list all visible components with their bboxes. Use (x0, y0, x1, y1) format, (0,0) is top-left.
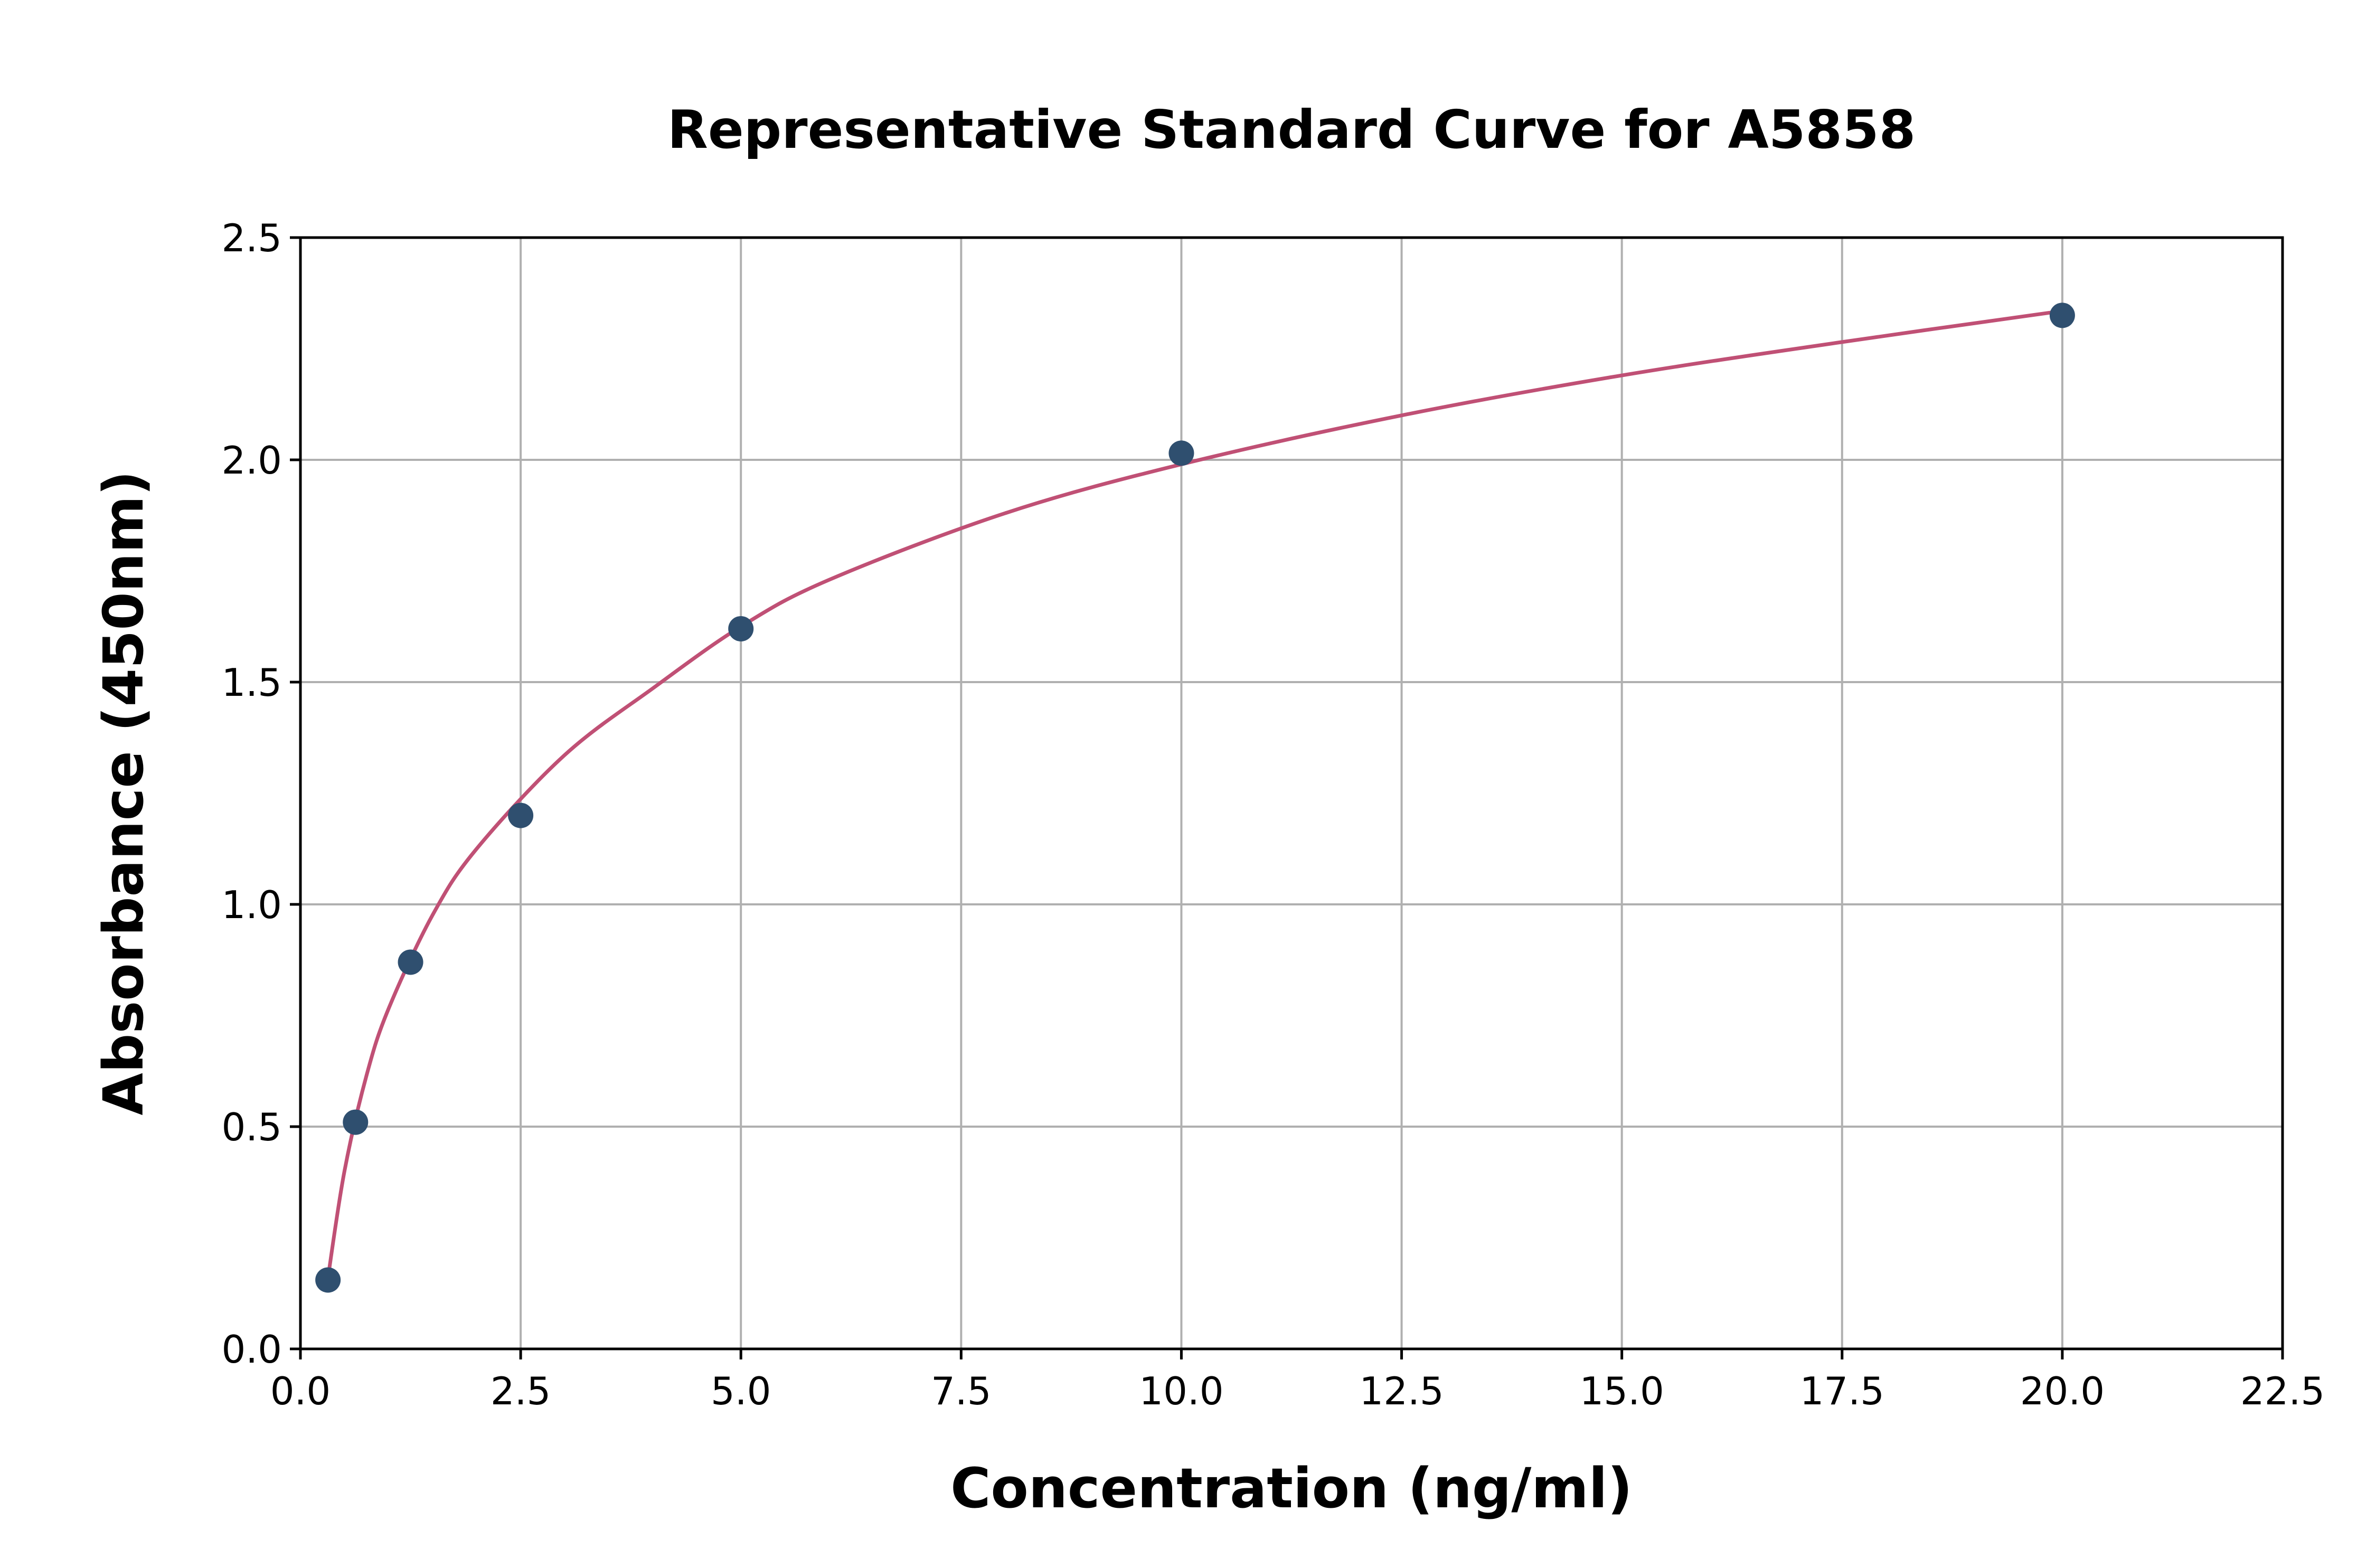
x-tick-label: 22.5 (2240, 1369, 2325, 1413)
fit-curve (326, 309, 2063, 1278)
x-tick-label: 10.0 (1139, 1369, 1223, 1413)
x-tick-label: 5.0 (711, 1369, 771, 1413)
y-tick-label: 1.5 (221, 660, 282, 705)
y-tick-label: 1.0 (221, 883, 282, 927)
x-tick-label: 0.0 (270, 1369, 331, 1413)
y-tick-label: 2.5 (221, 216, 282, 260)
data-point (398, 949, 423, 975)
grid (299, 237, 2284, 1350)
x-tick-label: 2.5 (491, 1369, 551, 1413)
x-tick-label: 20.0 (2020, 1369, 2105, 1413)
chart-title: Representative Standard Curve for A5858 (667, 99, 1916, 160)
data-point (315, 1267, 341, 1293)
x-tick-label: 15.0 (1580, 1369, 1664, 1413)
y-axis-label: Absorbance (450nm) (91, 470, 156, 1115)
x-tick-label: 12.5 (1359, 1369, 1444, 1413)
plot-frame (299, 236, 2284, 1350)
x-tick-label: 17.5 (1800, 1369, 1884, 1413)
data-point (343, 1109, 369, 1135)
y-tick-label: 0.0 (221, 1327, 282, 1372)
data-point (508, 802, 534, 828)
x-axis-label: Concentration (ng/ml) (950, 1456, 1633, 1520)
x-tick-label: 7.5 (931, 1369, 992, 1413)
y-tick-label: 0.5 (221, 1105, 282, 1149)
x-axis-ticks: 0.0 2.5 5.0 7.5 10.0 12.5 15.0 17.5 20.0 22.5 (270, 1349, 2325, 1413)
data-point (2049, 303, 2075, 328)
y-axis-ticks: 0.0 0.5 1.0 1.5 2.0 2.5 (221, 216, 300, 1372)
data-point (1168, 440, 1194, 466)
data-point (728, 616, 754, 641)
data-points (315, 303, 2075, 1293)
y-tick-label: 2.0 (221, 438, 282, 483)
